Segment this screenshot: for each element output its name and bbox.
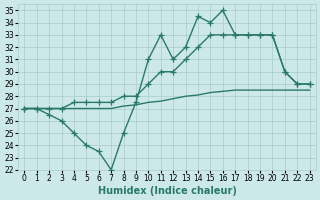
- X-axis label: Humidex (Indice chaleur): Humidex (Indice chaleur): [98, 186, 236, 196]
